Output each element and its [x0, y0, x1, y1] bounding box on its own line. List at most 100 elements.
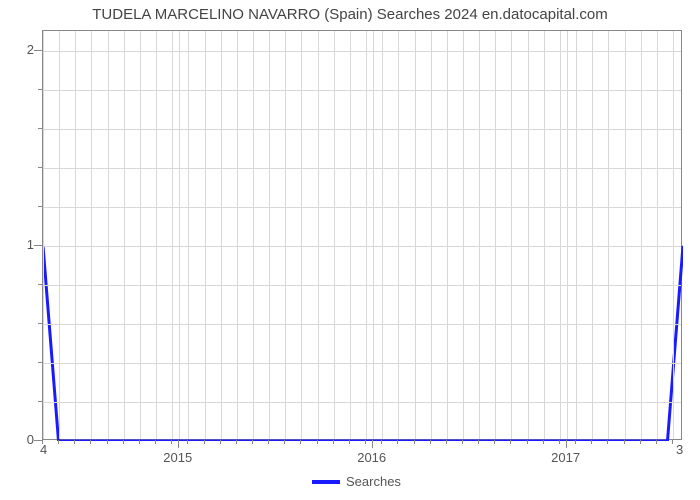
x-minor-tick [155, 440, 156, 444]
grid-line-vertical-minor [431, 31, 432, 439]
x-tick-label: 2015 [163, 450, 192, 465]
grid-line-vertical-minor [301, 31, 302, 439]
x-minor-tick [624, 440, 625, 444]
grid-line-horizontal-minor [43, 129, 681, 130]
grid-line-vertical-minor [334, 31, 335, 439]
grid-line-vertical-minor [124, 31, 125, 439]
x-minor-tick [607, 440, 608, 444]
x-major-tick [566, 440, 567, 448]
y-minor-tick [38, 401, 42, 402]
grid-line-vertical-minor [172, 31, 173, 439]
x-minor-tick [591, 440, 592, 444]
y-tick-label: 2 [14, 42, 34, 57]
x-minor-tick [236, 440, 237, 444]
grid-line-vertical-minor [641, 31, 642, 439]
grid-line-vertical-minor [318, 31, 319, 439]
grid-line-vertical-minor [511, 31, 512, 439]
y-major-tick [34, 440, 42, 441]
grid-line-vertical-minor [285, 31, 286, 439]
grid-line-vertical-minor [657, 31, 658, 439]
x-minor-tick [527, 440, 528, 444]
x-minor-tick [575, 440, 576, 444]
grid-line-vertical-minor [43, 31, 44, 439]
corner-label-bottom-left: 4 [40, 442, 47, 457]
x-minor-tick [672, 440, 673, 444]
x-minor-tick [430, 440, 431, 444]
grid-line-horizontal [43, 51, 681, 52]
x-minor-tick [284, 440, 285, 444]
x-minor-tick [349, 440, 350, 444]
chart-container: TUDELA MARCELINO NAVARRO (Spain) Searche… [0, 0, 700, 500]
y-minor-tick [38, 284, 42, 285]
x-minor-tick [414, 440, 415, 444]
x-minor-tick [220, 440, 221, 444]
x-minor-tick [252, 440, 253, 444]
chart-title: TUDELA MARCELINO NAVARRO (Spain) Searche… [0, 6, 700, 23]
grid-line-horizontal-minor [43, 207, 681, 208]
x-minor-tick [300, 440, 301, 444]
y-tick-label: 1 [14, 237, 34, 252]
grid-line-vertical-minor [237, 31, 238, 439]
x-minor-tick [74, 440, 75, 444]
grid-line-horizontal-minor [43, 324, 681, 325]
grid-line-vertical-minor [221, 31, 222, 439]
y-major-tick [34, 245, 42, 246]
grid-line-vertical-minor [528, 31, 529, 439]
plot-area [42, 30, 682, 440]
grid-line-vertical [567, 31, 568, 439]
x-minor-tick [204, 440, 205, 444]
x-minor-tick [90, 440, 91, 444]
grid-line-vertical-minor [382, 31, 383, 439]
x-minor-tick [365, 440, 366, 444]
grid-line-vertical [373, 31, 374, 439]
grid-line-vertical-minor [366, 31, 367, 439]
x-minor-tick [381, 440, 382, 444]
grid-line-vertical-minor [592, 31, 593, 439]
grid-line-vertical-minor [576, 31, 577, 439]
x-minor-tick [171, 440, 172, 444]
grid-line-vertical-minor [140, 31, 141, 439]
grid-line-vertical-minor [59, 31, 60, 439]
grid-line-vertical-minor [350, 31, 351, 439]
x-minor-tick [478, 440, 479, 444]
y-minor-tick [38, 362, 42, 363]
grid-line-vertical-minor [608, 31, 609, 439]
grid-line-vertical-minor [673, 31, 674, 439]
x-minor-tick [268, 440, 269, 444]
y-tick-label: 0 [14, 432, 34, 447]
grid-line-horizontal-minor [43, 402, 681, 403]
grid-line-vertical-minor [156, 31, 157, 439]
x-minor-tick [510, 440, 511, 444]
grid-line-horizontal-minor [43, 168, 681, 169]
x-minor-tick [656, 440, 657, 444]
grid-line-vertical-minor [75, 31, 76, 439]
grid-line-vertical-minor [91, 31, 92, 439]
grid-line-vertical-minor [108, 31, 109, 439]
grid-line-vertical-minor [415, 31, 416, 439]
x-minor-tick [543, 440, 544, 444]
legend-swatch [312, 480, 340, 484]
grid-line-vertical-minor [495, 31, 496, 439]
x-minor-tick [640, 440, 641, 444]
x-tick-label: 2017 [551, 450, 580, 465]
x-minor-tick [123, 440, 124, 444]
corner-label-bottom-right: 3 [676, 442, 683, 457]
x-major-tick [372, 440, 373, 448]
y-major-tick [34, 50, 42, 51]
x-tick-label: 2016 [357, 450, 386, 465]
grid-line-vertical-minor [479, 31, 480, 439]
grid-line-horizontal-minor [43, 285, 681, 286]
legend-label: Searches [346, 474, 401, 489]
x-minor-tick [187, 440, 188, 444]
y-minor-tick [38, 89, 42, 90]
legend: Searches [312, 474, 401, 489]
x-minor-tick [446, 440, 447, 444]
grid-line-horizontal-minor [43, 90, 681, 91]
grid-line-vertical-minor [205, 31, 206, 439]
x-minor-tick [462, 440, 463, 444]
grid-line-vertical-minor [463, 31, 464, 439]
grid-line-vertical-minor [625, 31, 626, 439]
x-minor-tick [559, 440, 560, 444]
grid-line-vertical-minor [398, 31, 399, 439]
grid-line-vertical-minor [544, 31, 545, 439]
